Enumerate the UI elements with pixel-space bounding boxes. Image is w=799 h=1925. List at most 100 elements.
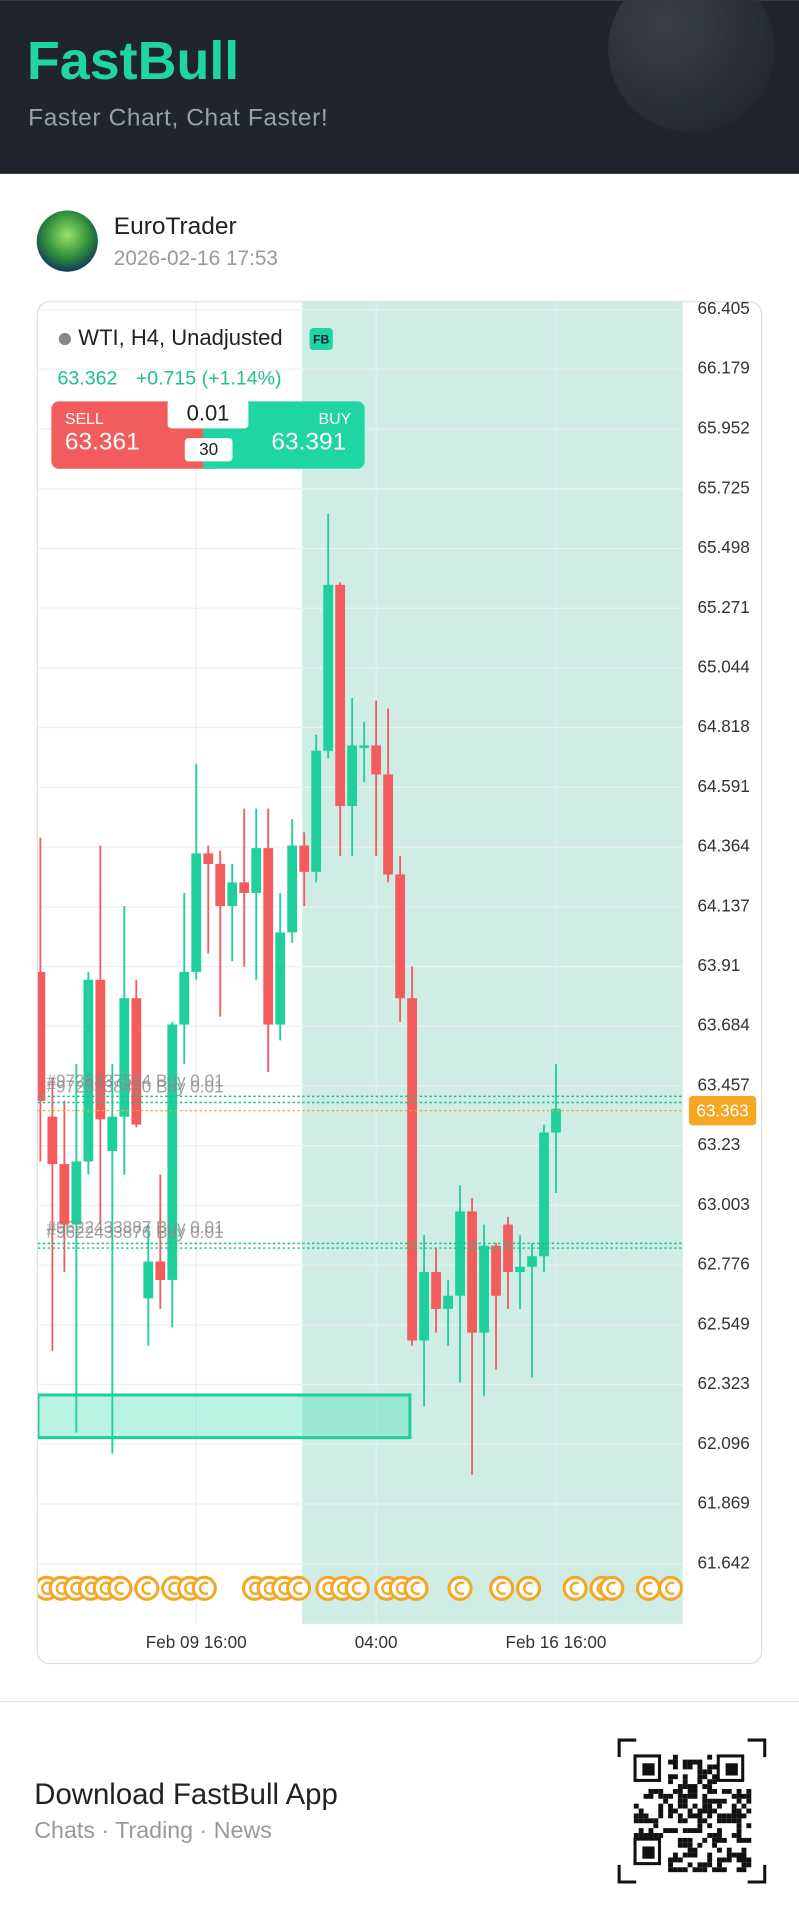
candle-body <box>155 1261 166 1280</box>
event-icon-glyph <box>395 1581 406 1595</box>
qr-module <box>707 1798 713 1804</box>
qr-module <box>682 1837 688 1843</box>
qr-module <box>682 1852 688 1858</box>
qr-module <box>741 1803 747 1809</box>
qr-module <box>677 1818 683 1824</box>
qr-module <box>682 1793 688 1799</box>
qr-code <box>617 1738 767 1884</box>
candle-body <box>383 774 394 875</box>
candle-body <box>323 584 334 751</box>
qr-module <box>682 1774 688 1780</box>
qr-module <box>736 1818 742 1824</box>
event-icon-glyph <box>84 1581 95 1595</box>
qr-module <box>633 1818 639 1824</box>
qr-module <box>741 1857 747 1863</box>
lots-box[interactable] <box>167 400 249 429</box>
x-tick-label: Feb 16 16:00 <box>506 1632 607 1652</box>
username: EuroTrader <box>114 213 237 240</box>
qr-module <box>648 1828 654 1834</box>
qr-module <box>731 1808 737 1814</box>
qr-finder-core <box>725 1763 738 1776</box>
qr-module <box>717 1847 722 1853</box>
candle-body <box>227 882 238 907</box>
qr-module <box>638 1833 644 1838</box>
qr-module <box>712 1779 718 1785</box>
qr-module <box>697 1842 703 1848</box>
event-icon <box>516 1575 542 1601</box>
candle-body <box>215 863 226 907</box>
qr-module <box>721 1857 727 1863</box>
qr-module <box>731 1793 737 1799</box>
qr-module <box>658 1808 664 1814</box>
buy-label: BUY <box>318 411 351 428</box>
qr-module <box>736 1837 742 1843</box>
qr-module <box>692 1793 698 1799</box>
qr-module <box>677 1857 683 1863</box>
qr-module <box>643 1818 649 1824</box>
event-icon <box>489 1575 515 1601</box>
event-icon-glyph <box>168 1581 178 1595</box>
qr-module <box>717 1837 722 1843</box>
qr-module <box>677 1803 683 1809</box>
qr-module <box>726 1857 732 1863</box>
event-icon-glyph <box>141 1581 152 1595</box>
qr-module <box>668 1803 673 1809</box>
qr-module <box>687 1784 693 1789</box>
y-tick-label: 63.684 <box>697 1015 750 1035</box>
qr-module <box>653 1818 659 1824</box>
candle-body <box>455 1211 465 1296</box>
qr-module <box>707 1769 713 1775</box>
qr-module <box>712 1764 718 1770</box>
y-tick-label: 65.725 <box>697 477 749 497</box>
qr-module <box>736 1788 742 1794</box>
qr-module <box>717 1828 722 1834</box>
qr-module <box>741 1852 747 1858</box>
y-tick-label: 65.271 <box>697 597 749 617</box>
event-icon-glyph <box>569 1581 580 1595</box>
event-icon-glyph <box>198 1581 209 1595</box>
order-label: #9725337504 Buy 0.01 <box>46 1070 223 1090</box>
qr-module <box>702 1862 708 1868</box>
candle-body <box>203 853 214 864</box>
qr-module <box>746 1823 752 1829</box>
qr-module <box>653 1823 659 1829</box>
y-tick-label: 62.323 <box>697 1373 749 1393</box>
y-tick-label: 62.096 <box>697 1433 749 1453</box>
qr-module <box>702 1784 708 1789</box>
qr-module <box>648 1818 654 1824</box>
y-tick-label: 63.457 <box>697 1074 749 1094</box>
status-dot <box>58 332 71 346</box>
qr-module <box>697 1779 703 1785</box>
qr-module <box>731 1818 737 1824</box>
event-icon-glyph <box>99 1581 110 1595</box>
qr-module <box>702 1808 708 1814</box>
qr-module <box>692 1828 698 1834</box>
candle-body <box>479 1245 489 1333</box>
qr-module <box>712 1833 718 1838</box>
spread: 30 <box>199 439 218 459</box>
qr-module <box>702 1769 708 1775</box>
qr-module <box>687 1808 693 1814</box>
event-icon <box>635 1575 662 1601</box>
y-tick-label: 66.179 <box>697 358 749 378</box>
event-icon-glyph <box>55 1581 66 1595</box>
qr-finder <box>716 1754 745 1782</box>
event-icon-glyph <box>642 1581 653 1595</box>
qr-module <box>712 1842 718 1848</box>
qr-module <box>721 1813 727 1819</box>
qr-module <box>731 1852 737 1858</box>
qr-module <box>692 1852 698 1858</box>
qr-module <box>692 1803 698 1809</box>
candle-body <box>551 1108 561 1133</box>
qr-module <box>648 1833 654 1838</box>
qr-module <box>736 1813 742 1819</box>
qr-module <box>687 1862 693 1868</box>
last-price: 63.362 <box>58 368 118 390</box>
qr-module <box>736 1823 742 1829</box>
y-tick-label: 61.869 <box>697 1493 749 1513</box>
event-icon-glyph <box>664 1581 675 1595</box>
qr-module <box>736 1857 742 1863</box>
qr-module <box>682 1764 688 1770</box>
qr-module <box>677 1813 683 1819</box>
